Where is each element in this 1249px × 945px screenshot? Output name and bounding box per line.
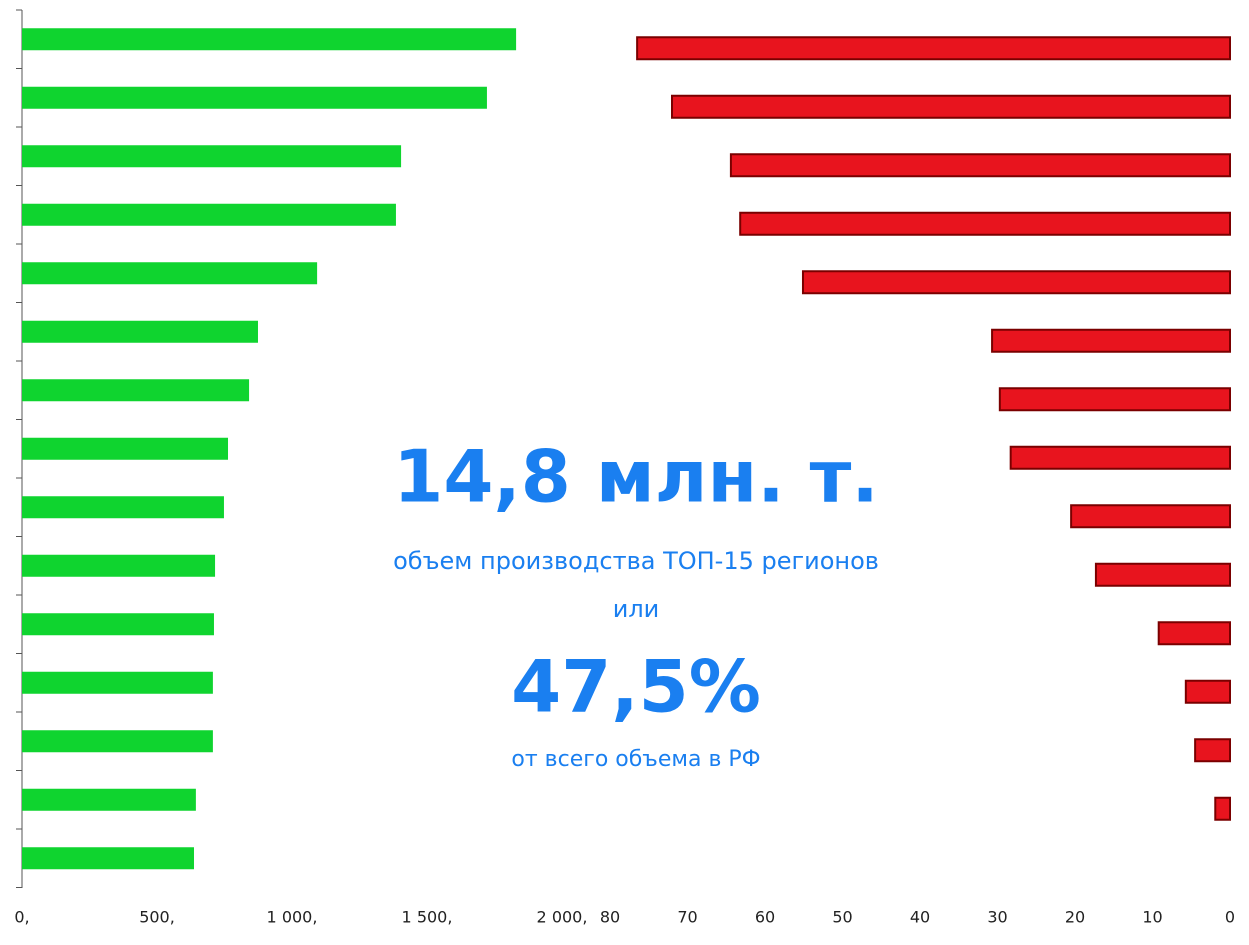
bar [22,86,487,109]
x-tick-label: 40 [910,908,930,927]
bar [1184,679,1231,704]
bar [1009,445,1231,470]
bar [22,496,224,519]
x-tick-label: 70 [677,908,697,927]
share-note: от всего объема в РФ [511,747,760,772]
bar [801,270,1231,295]
bar [739,211,1231,236]
x-tick-label: 500, [139,908,175,927]
bar [22,145,402,168]
x-tick-label: 20 [1065,908,1085,927]
bar [636,36,1231,61]
x-tick-label: 1 500, [402,908,453,927]
x-tick-label: 50 [832,908,852,927]
bar [22,203,396,226]
bar [22,437,229,460]
bar [22,788,196,811]
x-tick-label: 1 000, [267,908,318,927]
bar [998,387,1232,412]
bar [22,671,213,694]
bar [22,554,216,577]
subtitle: объем производства ТОП-15 регионов [393,547,879,575]
x-tick-label: 0, [14,908,29,927]
connector: или [613,595,660,623]
bar [22,28,517,51]
bar [22,613,214,636]
bar [22,379,250,402]
bar [22,730,213,753]
x-tick-label: 10 [1142,908,1162,927]
x-tick-label: 2 000, [537,908,588,927]
share: 47,5% [511,645,761,729]
bar [1194,738,1231,763]
bar [22,847,194,870]
x-tick-label: 60 [755,908,775,927]
bar [1070,504,1231,529]
bar [671,94,1231,119]
bar [991,328,1232,353]
bar [1157,621,1231,646]
bar [22,262,318,285]
x-tick-label: 30 [987,908,1007,927]
bar [729,153,1232,178]
headline: 14,8 млн. т. [393,435,879,519]
bar [22,320,258,343]
x-tick-label: 0 [1225,908,1235,927]
bar [1214,796,1232,821]
x-tick-label: 80 [600,908,620,927]
bar [1094,562,1232,587]
